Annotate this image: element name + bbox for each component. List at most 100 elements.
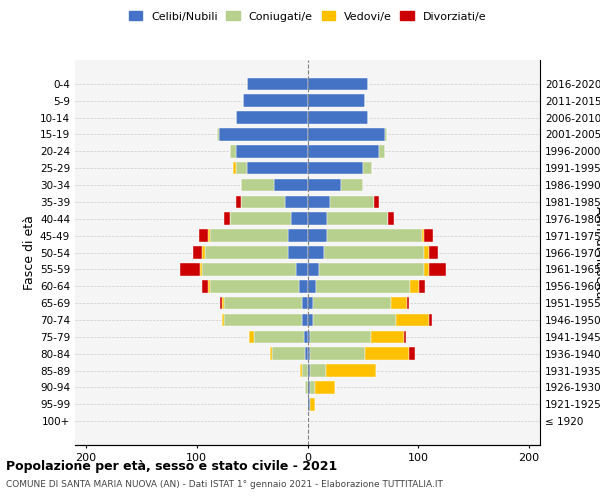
Bar [308,263,319,276]
Bar [313,314,396,326]
Bar [224,212,230,225]
Bar [205,246,287,259]
Bar [310,364,326,377]
Bar [308,94,365,107]
Bar [210,280,299,292]
Bar [305,348,308,360]
Bar [247,78,308,90]
Bar [308,145,379,158]
Bar [291,212,308,225]
Bar [308,314,313,326]
Bar [308,297,313,310]
Bar [243,94,308,107]
Bar [308,230,328,242]
Bar [310,348,365,360]
Y-axis label: Anni di nascita: Anni di nascita [593,206,600,298]
Bar [287,230,308,242]
Bar [200,263,202,276]
Bar [379,145,385,158]
Bar [300,364,302,377]
Bar [410,280,419,292]
Bar [208,230,210,242]
Bar [219,128,308,141]
Bar [236,145,308,158]
Bar [328,212,388,225]
Bar [319,263,424,276]
Bar [388,212,394,225]
Bar [324,246,424,259]
Bar [424,263,429,276]
Bar [308,348,310,360]
Bar [236,196,241,208]
Bar [286,196,308,208]
Bar [326,364,376,377]
Bar [404,330,406,343]
Bar [272,348,305,360]
Bar [341,178,363,192]
Bar [202,263,296,276]
Text: COMUNE DI SANTA MARIA NUOVA (AN) - Dati ISTAT 1° gennaio 2021 - Elaborazione TUT: COMUNE DI SANTA MARIA NUOVA (AN) - Dati … [6,480,443,489]
Bar [308,398,310,410]
Bar [236,162,247,174]
Bar [193,246,202,259]
Bar [249,330,254,343]
Bar [308,178,341,192]
Bar [202,246,205,259]
Bar [396,314,429,326]
Bar [308,78,368,90]
Bar [222,297,224,310]
Bar [308,162,363,174]
Bar [217,128,219,141]
Bar [409,348,415,360]
Bar [308,364,310,377]
Bar [302,314,308,326]
Bar [247,162,308,174]
Bar [304,330,308,343]
Bar [302,297,308,310]
Text: Popolazione per età, sesso e stato civile - 2021: Popolazione per età, sesso e stato civil… [6,460,337,473]
Bar [308,212,328,225]
Y-axis label: Fasce di età: Fasce di età [23,215,36,290]
Bar [299,280,308,292]
Bar [180,263,200,276]
Bar [302,364,308,377]
Legend: Celibi/Nubili, Coniugati/e, Vedovi/e, Divorziati/e: Celibi/Nubili, Coniugati/e, Vedovi/e, Di… [125,8,490,25]
Bar [241,196,286,208]
Bar [270,348,272,360]
Bar [308,381,310,394]
Bar [202,280,208,292]
Bar [407,297,409,310]
Bar [208,280,210,292]
Bar [316,280,410,292]
Bar [365,348,409,360]
Bar [310,398,315,410]
Bar [199,230,208,242]
Bar [296,263,308,276]
Bar [363,162,372,174]
Bar [236,111,308,124]
Bar [254,330,304,343]
Bar [308,280,316,292]
Bar [385,128,387,141]
Bar [222,314,224,326]
Bar [391,297,407,310]
Bar [313,297,391,310]
Bar [422,230,424,242]
Bar [424,230,433,242]
Bar [328,230,422,242]
Bar [429,314,431,326]
Bar [308,330,310,343]
Bar [274,178,308,192]
Bar [371,330,404,343]
Bar [224,314,302,326]
Bar [374,196,379,208]
Bar [315,381,335,394]
Bar [230,212,291,225]
Bar [424,246,429,259]
Bar [305,381,308,394]
Bar [287,246,308,259]
Bar [308,111,368,124]
Bar [308,196,329,208]
Bar [241,178,274,192]
Bar [308,246,324,259]
